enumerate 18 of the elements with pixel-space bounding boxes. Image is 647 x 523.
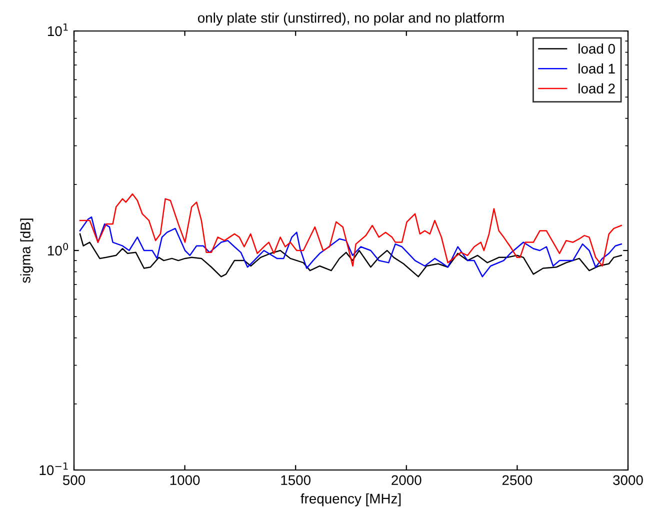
x-tick-label: 3000 — [613, 475, 643, 486]
x-tick-label: 2000 — [392, 475, 422, 486]
x-axis-title: frequency [MHz] — [300, 493, 401, 506]
legend-label: load 2 — [578, 83, 615, 94]
y-tick-label: 10$^{0}$ — [48, 242, 68, 256]
legend-label: load 1 — [578, 63, 615, 74]
y-tick-label: 10$^{1}$ — [48, 24, 68, 36]
chart-title: only plate stir (unstirred), no polar and no platform — [198, 12, 504, 26]
x-tick-label: 1000 — [170, 475, 200, 486]
line-series — [79, 233, 622, 278]
line-series — [79, 193, 622, 267]
x-tick-label: 1500 — [281, 475, 311, 486]
line-series — [79, 216, 622, 278]
legend-label: load 0 — [578, 44, 615, 54]
y-tick-label: 10$^{−1}$ — [40, 462, 68, 476]
x-tick-label: 500 — [62, 475, 86, 486]
x-tick-label: 2500 — [502, 475, 532, 486]
y-axis-title: sigma [dB] — [20, 218, 34, 283]
